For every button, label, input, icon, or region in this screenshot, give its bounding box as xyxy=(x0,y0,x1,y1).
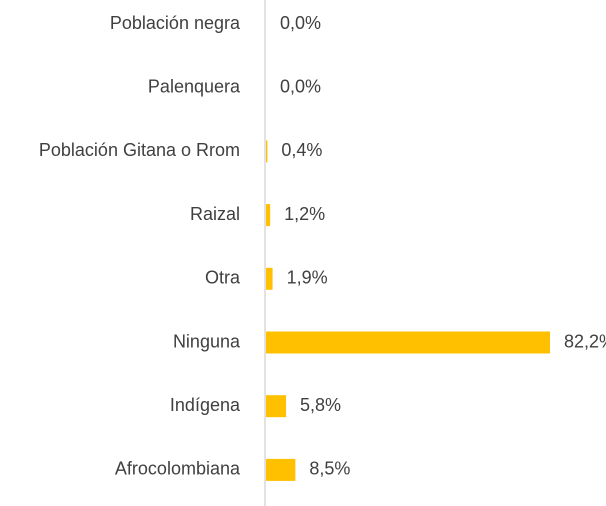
value-label: 8,5% xyxy=(309,459,350,479)
bar xyxy=(266,395,287,418)
value-label: 5,8% xyxy=(300,395,341,415)
bar xyxy=(266,267,273,290)
category-label: Raizal xyxy=(190,204,240,224)
value-label: 0,0% xyxy=(280,76,321,96)
category-label: Palenquera xyxy=(148,76,241,96)
value-label: 1,2% xyxy=(284,204,325,224)
category-label: Ninguna xyxy=(173,331,241,351)
value-label: 0,4% xyxy=(281,140,322,160)
value-label: 1,9% xyxy=(287,268,328,288)
category-label: Población negra xyxy=(110,13,241,33)
value-label: 0,0% xyxy=(280,13,321,33)
category-label: Afrocolombiana xyxy=(115,459,241,479)
bar xyxy=(266,204,271,227)
bar xyxy=(266,140,268,163)
category-label: Otra xyxy=(205,268,241,288)
category-label: Indígena xyxy=(170,395,241,415)
bar xyxy=(266,458,296,481)
bar xyxy=(266,331,550,354)
category-label: Población Gitana o Rrom xyxy=(39,140,240,160)
value-label: 82,2% xyxy=(564,331,606,351)
